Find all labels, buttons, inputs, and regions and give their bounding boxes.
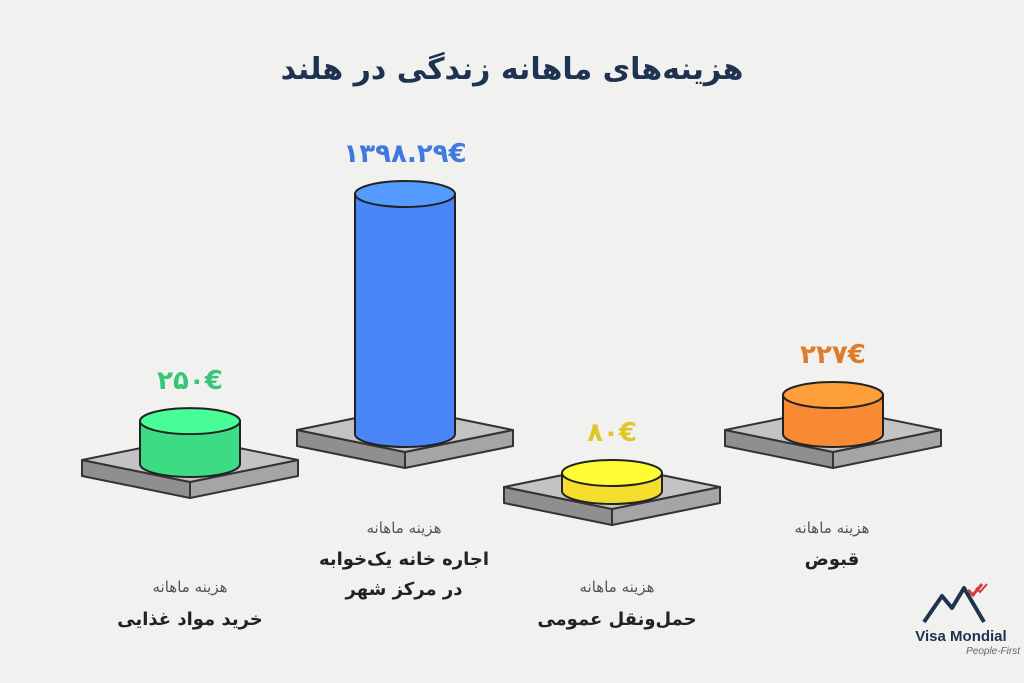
bar-top-2 <box>561 459 663 487</box>
bar-1 <box>354 193 456 448</box>
visa-mondial-logo: Visa Mondial People-First <box>902 578 1020 678</box>
bar-top-1 <box>354 180 456 208</box>
bar-group-0: ۲۵۰€ <box>81 366 299 499</box>
bar-group-3: ۲۲۷€ <box>724 340 942 469</box>
value-label-2: ۸۰€ <box>587 418 637 448</box>
logo-name: Visa Mondial <box>915 628 1007 645</box>
value-label-1: ۱۳۹۸.۲۹€ <box>343 139 466 169</box>
category-label-transport: حمل‌ونقل عمومی <box>537 609 697 630</box>
mountain-logo-icon <box>922 583 988 624</box>
bar-0 <box>139 420 241 478</box>
category-sublabel-transport: هزینه ماهانه <box>579 578 655 596</box>
bar-group-2: ۸۰€ <box>503 418 721 526</box>
logo-tagline: People-First <box>966 646 1020 657</box>
category-sublabel-rent: هزینه ماهانه <box>366 519 442 537</box>
category-label-rent-line2: در مرکز شهر <box>345 579 463 600</box>
category-label-rent-line1: اجاره خانه یک‌خوابه <box>318 549 490 570</box>
value-label-0: ۲۵۰€ <box>157 366 223 396</box>
category-label-groceries: خرید مواد غذایی <box>117 609 263 630</box>
bar-top-0 <box>139 407 241 436</box>
category-sublabel-utilities: هزینه ماهانه <box>794 519 870 537</box>
bar-top-3 <box>782 381 884 410</box>
category-sublabel-groceries: هزینه ماهانه <box>152 578 228 596</box>
bar-group-1: ۱۳۹۸.۲۹€ <box>296 139 514 469</box>
value-label-3: ۲۲۷€ <box>800 340 866 370</box>
chart-title: هزینه‌های ماهانه زندگی در هلند <box>280 52 744 87</box>
category-label-utilities: قبوض <box>804 549 860 570</box>
bar-3 <box>782 394 884 448</box>
